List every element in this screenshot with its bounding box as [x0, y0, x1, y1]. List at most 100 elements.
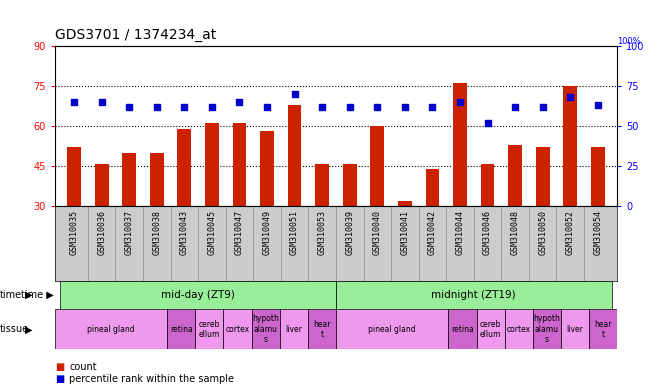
Text: GSM310048: GSM310048: [511, 210, 519, 255]
Bar: [308, 309, 336, 349]
Point: [96, 99, 107, 105]
Bar: [150, 153, 164, 286]
Point: [179, 104, 189, 110]
Bar: [480, 164, 494, 286]
Text: GSM310036: GSM310036: [97, 210, 106, 255]
Text: hear
t: hear t: [313, 319, 331, 339]
Text: GSM310054: GSM310054: [593, 210, 603, 255]
Bar: [315, 164, 329, 286]
Bar: [564, 86, 577, 286]
Text: hear
t: hear t: [594, 319, 612, 339]
Text: hypoth
alamu
s: hypoth alamu s: [533, 314, 560, 344]
Point: [345, 104, 355, 110]
Point: [289, 91, 300, 97]
Bar: [178, 129, 191, 286]
Point: [455, 99, 465, 105]
Bar: [251, 309, 280, 349]
Text: pineal gland: pineal gland: [368, 325, 416, 334]
Bar: [536, 147, 550, 286]
Text: pineal gland: pineal gland: [87, 325, 135, 334]
Point: [593, 102, 603, 108]
Point: [565, 94, 576, 100]
Text: ■: ■: [55, 362, 64, 372]
Bar: [508, 145, 522, 286]
Point: [510, 104, 520, 110]
Text: GSM310052: GSM310052: [566, 210, 575, 255]
Text: GSM310046: GSM310046: [483, 210, 492, 255]
Point: [69, 99, 79, 105]
Text: GSM310038: GSM310038: [152, 210, 161, 255]
Bar: [336, 281, 612, 309]
Text: liver: liver: [566, 325, 583, 334]
Text: GSM310043: GSM310043: [180, 210, 189, 255]
Bar: [370, 126, 384, 286]
Point: [124, 104, 135, 110]
Bar: [533, 309, 561, 349]
Text: cereb
ellum: cereb ellum: [480, 319, 501, 339]
Bar: [589, 309, 617, 349]
Text: GSM310037: GSM310037: [125, 210, 134, 255]
Point: [537, 104, 548, 110]
Text: ▶: ▶: [25, 290, 32, 300]
Text: GSM310047: GSM310047: [235, 210, 244, 255]
Bar: [448, 309, 477, 349]
Bar: [95, 164, 108, 286]
Text: cortex: cortex: [507, 325, 531, 334]
Bar: [60, 281, 336, 309]
Point: [207, 104, 217, 110]
Text: GSM310050: GSM310050: [538, 210, 547, 255]
Bar: [280, 309, 308, 349]
Text: cortex: cortex: [226, 325, 249, 334]
Text: hypoth
alamu
s: hypoth alamu s: [252, 314, 279, 344]
Point: [317, 104, 327, 110]
Text: mid-day (ZT9): mid-day (ZT9): [161, 290, 235, 300]
Text: GSM310049: GSM310049: [263, 210, 271, 255]
Bar: [505, 309, 533, 349]
Text: 100%: 100%: [617, 37, 641, 46]
Text: ▶: ▶: [25, 324, 32, 334]
Point: [482, 120, 493, 126]
Text: GSM310053: GSM310053: [317, 210, 327, 255]
Bar: [122, 153, 136, 286]
Text: GSM310051: GSM310051: [290, 210, 299, 255]
Bar: [224, 309, 251, 349]
Bar: [288, 105, 302, 286]
Bar: [260, 131, 274, 286]
Text: tissue: tissue: [0, 324, 29, 334]
Text: GSM310040: GSM310040: [373, 210, 381, 255]
Point: [399, 104, 410, 110]
Text: percentile rank within the sample: percentile rank within the sample: [69, 374, 234, 384]
Bar: [195, 309, 224, 349]
Text: midnight (ZT19): midnight (ZT19): [432, 290, 516, 300]
Text: liver: liver: [285, 325, 302, 334]
Bar: [205, 124, 219, 286]
Bar: [477, 309, 505, 349]
Text: GSM310045: GSM310045: [207, 210, 216, 255]
Bar: [453, 83, 467, 286]
Bar: [336, 309, 448, 349]
Bar: [67, 147, 81, 286]
Text: GSM310044: GSM310044: [455, 210, 465, 255]
Text: GSM310041: GSM310041: [401, 210, 409, 255]
Bar: [343, 164, 356, 286]
Text: retina: retina: [451, 325, 474, 334]
Bar: [591, 147, 605, 286]
Point: [234, 99, 245, 105]
Text: retina: retina: [170, 325, 193, 334]
Bar: [426, 169, 440, 286]
Bar: [55, 309, 167, 349]
Point: [262, 104, 273, 110]
Point: [427, 104, 438, 110]
Text: GSM310042: GSM310042: [428, 210, 437, 255]
Point: [372, 104, 383, 110]
Text: cereb
ellum: cereb ellum: [199, 319, 220, 339]
Text: GDS3701 / 1374234_at: GDS3701 / 1374234_at: [55, 28, 216, 42]
Bar: [232, 124, 246, 286]
Text: time: time: [0, 290, 22, 300]
Bar: [398, 201, 412, 286]
Text: ■: ■: [55, 374, 64, 384]
Point: [152, 104, 162, 110]
Text: GSM310039: GSM310039: [345, 210, 354, 255]
Bar: [561, 309, 589, 349]
Text: time ▶: time ▶: [20, 290, 53, 300]
